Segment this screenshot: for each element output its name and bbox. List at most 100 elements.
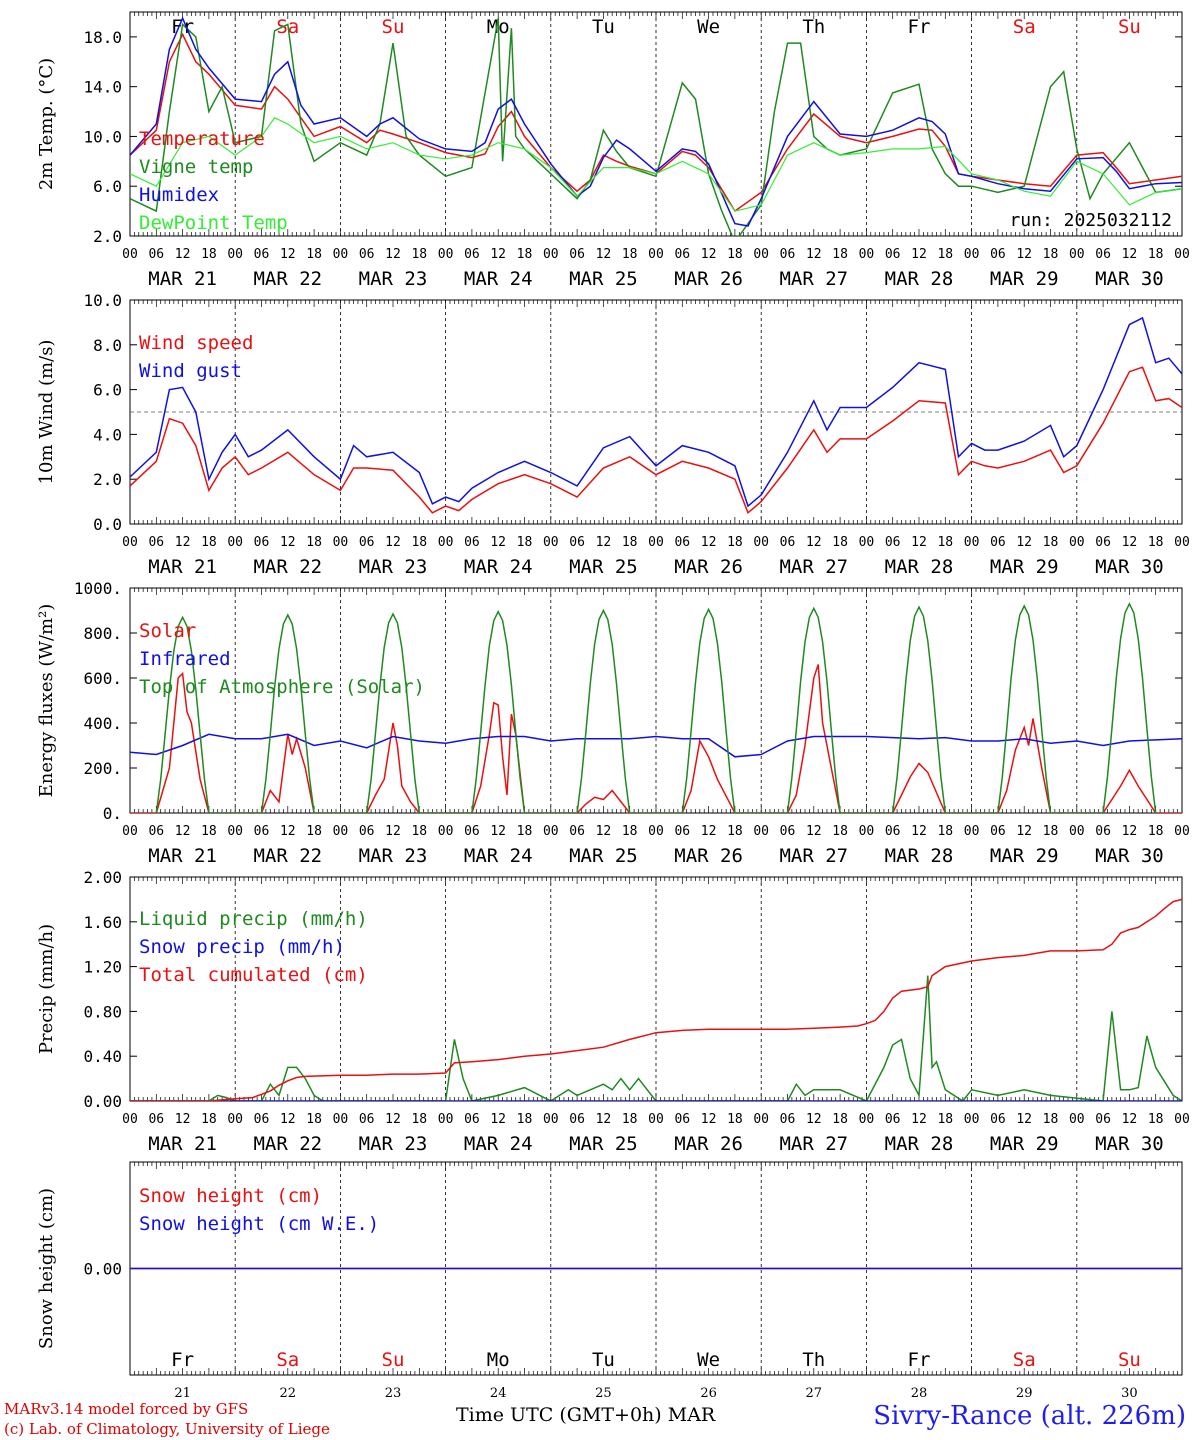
hour-tick-label: 12: [1122, 535, 1138, 550]
hour-tick-label: 00: [859, 535, 875, 550]
series-line: [130, 664, 1182, 813]
day-number-label: 25: [595, 1386, 612, 1401]
hour-tick-label: 00: [964, 247, 980, 262]
hour-tick-label: 00: [227, 247, 243, 262]
hour-tick-label: 12: [806, 1112, 822, 1127]
hour-tick-label: 06: [780, 1112, 796, 1127]
hour-tick-label: 12: [701, 247, 717, 262]
hour-tick-label: 00: [1174, 1112, 1190, 1127]
plot-frame: [129, 587, 1183, 814]
day-number-label: 29: [1016, 1386, 1033, 1401]
hour-tick-label: 06: [148, 824, 164, 839]
hour-tick-label: 00: [648, 535, 664, 550]
hour-tick-label: 06: [1095, 824, 1111, 839]
date-label: MAR 30: [1095, 1133, 1164, 1155]
hour-tick-label: 12: [1016, 1112, 1032, 1127]
hour-tick-label: 12: [596, 535, 612, 550]
date-label: MAR 25: [569, 845, 638, 867]
hour-tick-label: 12: [911, 535, 927, 550]
hour-tick-label: 06: [990, 535, 1006, 550]
series-line: [155, 602, 1157, 813]
hour-tick-label: 00: [543, 1112, 559, 1127]
hour-tick-label: 06: [569, 535, 585, 550]
day-name-label: Su: [1118, 16, 1141, 38]
hour-tick-label: 18: [1043, 824, 1059, 839]
hour-tick-label: 12: [490, 535, 506, 550]
date-label: MAR 27: [779, 268, 848, 290]
date-label: MAR 21: [148, 1133, 217, 1155]
y-tick-label: 2.00: [83, 868, 122, 887]
hour-tick-label: 06: [885, 824, 901, 839]
day-number-label: 24: [490, 1386, 507, 1401]
y-tick-label: 6.0: [93, 177, 122, 196]
day-name-label: Th: [802, 1349, 825, 1371]
hour-tick-label: 12: [1016, 824, 1032, 839]
hour-tick-label: 12: [490, 824, 506, 839]
legend-entry: Temperature: [139, 128, 265, 150]
hour-tick-label: 06: [359, 1112, 375, 1127]
hour-tick-label: 06: [148, 1112, 164, 1127]
hour-tick-label: 12: [701, 1112, 717, 1127]
y-axis-label: Precip (mm/h): [36, 924, 57, 1054]
hour-tick-label: 12: [385, 535, 401, 550]
hour-tick-label: 00: [1069, 247, 1085, 262]
hour-tick-label: 18: [832, 1112, 848, 1127]
date-label: MAR 30: [1095, 845, 1164, 867]
hour-tick-label: 00: [859, 824, 875, 839]
day-name-label: We: [697, 1349, 720, 1371]
day-name-label: We: [697, 16, 720, 38]
hour-tick-label: 18: [411, 1112, 427, 1127]
date-label: MAR 27: [779, 1133, 848, 1155]
hour-tick-label: 06: [359, 535, 375, 550]
hour-tick-label: 18: [622, 247, 638, 262]
day-name-label: Sa: [276, 1349, 299, 1371]
hour-tick-label: 18: [937, 1112, 953, 1127]
hour-tick-label: 18: [727, 1112, 743, 1127]
hour-tick-label: 06: [990, 824, 1006, 839]
hour-tick-label: 12: [1122, 247, 1138, 262]
y-axis-label: 2m Temp. (°C): [36, 58, 57, 190]
hour-tick-label: 00: [227, 824, 243, 839]
date-label: MAR 21: [148, 556, 217, 578]
hour-tick-label: 12: [806, 247, 822, 262]
hour-tick-label: 18: [517, 824, 533, 839]
date-label: MAR 26: [674, 1133, 743, 1155]
hour-tick-label: 06: [254, 247, 270, 262]
day-name-label: Su: [1118, 1349, 1141, 1371]
y-axis-label: Energy fluxes (W/m²): [36, 604, 57, 798]
day-name-label: Fr: [908, 1349, 931, 1371]
day-name-label: Sa: [1013, 1349, 1036, 1371]
panel-1: 2.06.010.014.018.02m Temp. (°C)Fr Sa Su Mo T…: [36, 11, 1190, 290]
date-label: MAR 22: [253, 1133, 322, 1155]
hour-tick-label: 18: [306, 824, 322, 839]
hour-tick-label: 06: [569, 1112, 585, 1127]
hour-tick-label: 00: [122, 535, 138, 550]
hour-tick-label: 18: [1043, 247, 1059, 262]
day-number-label: 30: [1121, 1386, 1138, 1401]
y-tick-label: 2.0: [93, 470, 122, 489]
hour-tick-label: 18: [937, 824, 953, 839]
day-name-label: Fr: [171, 1349, 194, 1371]
hour-tick-label: 12: [1016, 535, 1032, 550]
hour-tick-label: 00: [122, 824, 138, 839]
legend-entry: Snow precip (mm/h): [139, 936, 345, 958]
hour-tick-label: 06: [464, 535, 480, 550]
hour-tick-label: 18: [937, 247, 953, 262]
y-tick-label: 6.0: [93, 381, 122, 400]
hour-tick-label: 00: [964, 1112, 980, 1127]
hour-tick-label: 06: [359, 247, 375, 262]
hour-tick-label: 00: [753, 1112, 769, 1127]
date-label: MAR 26: [674, 268, 743, 290]
hour-tick-label: 00: [543, 247, 559, 262]
hour-tick-label: 00: [543, 824, 559, 839]
hour-tick-label: 18: [517, 1112, 533, 1127]
hour-tick-label: 06: [990, 247, 1006, 262]
hour-tick-label: 18: [727, 247, 743, 262]
hour-tick-label: 12: [911, 1112, 927, 1127]
credits-model: MARv3.14 model forced by GFS: [4, 1400, 249, 1418]
hour-tick-label: 00: [333, 247, 349, 262]
hour-tick-label: 00: [438, 535, 454, 550]
hour-tick-label: 00: [859, 1112, 875, 1127]
hour-tick-label: 00: [333, 824, 349, 839]
